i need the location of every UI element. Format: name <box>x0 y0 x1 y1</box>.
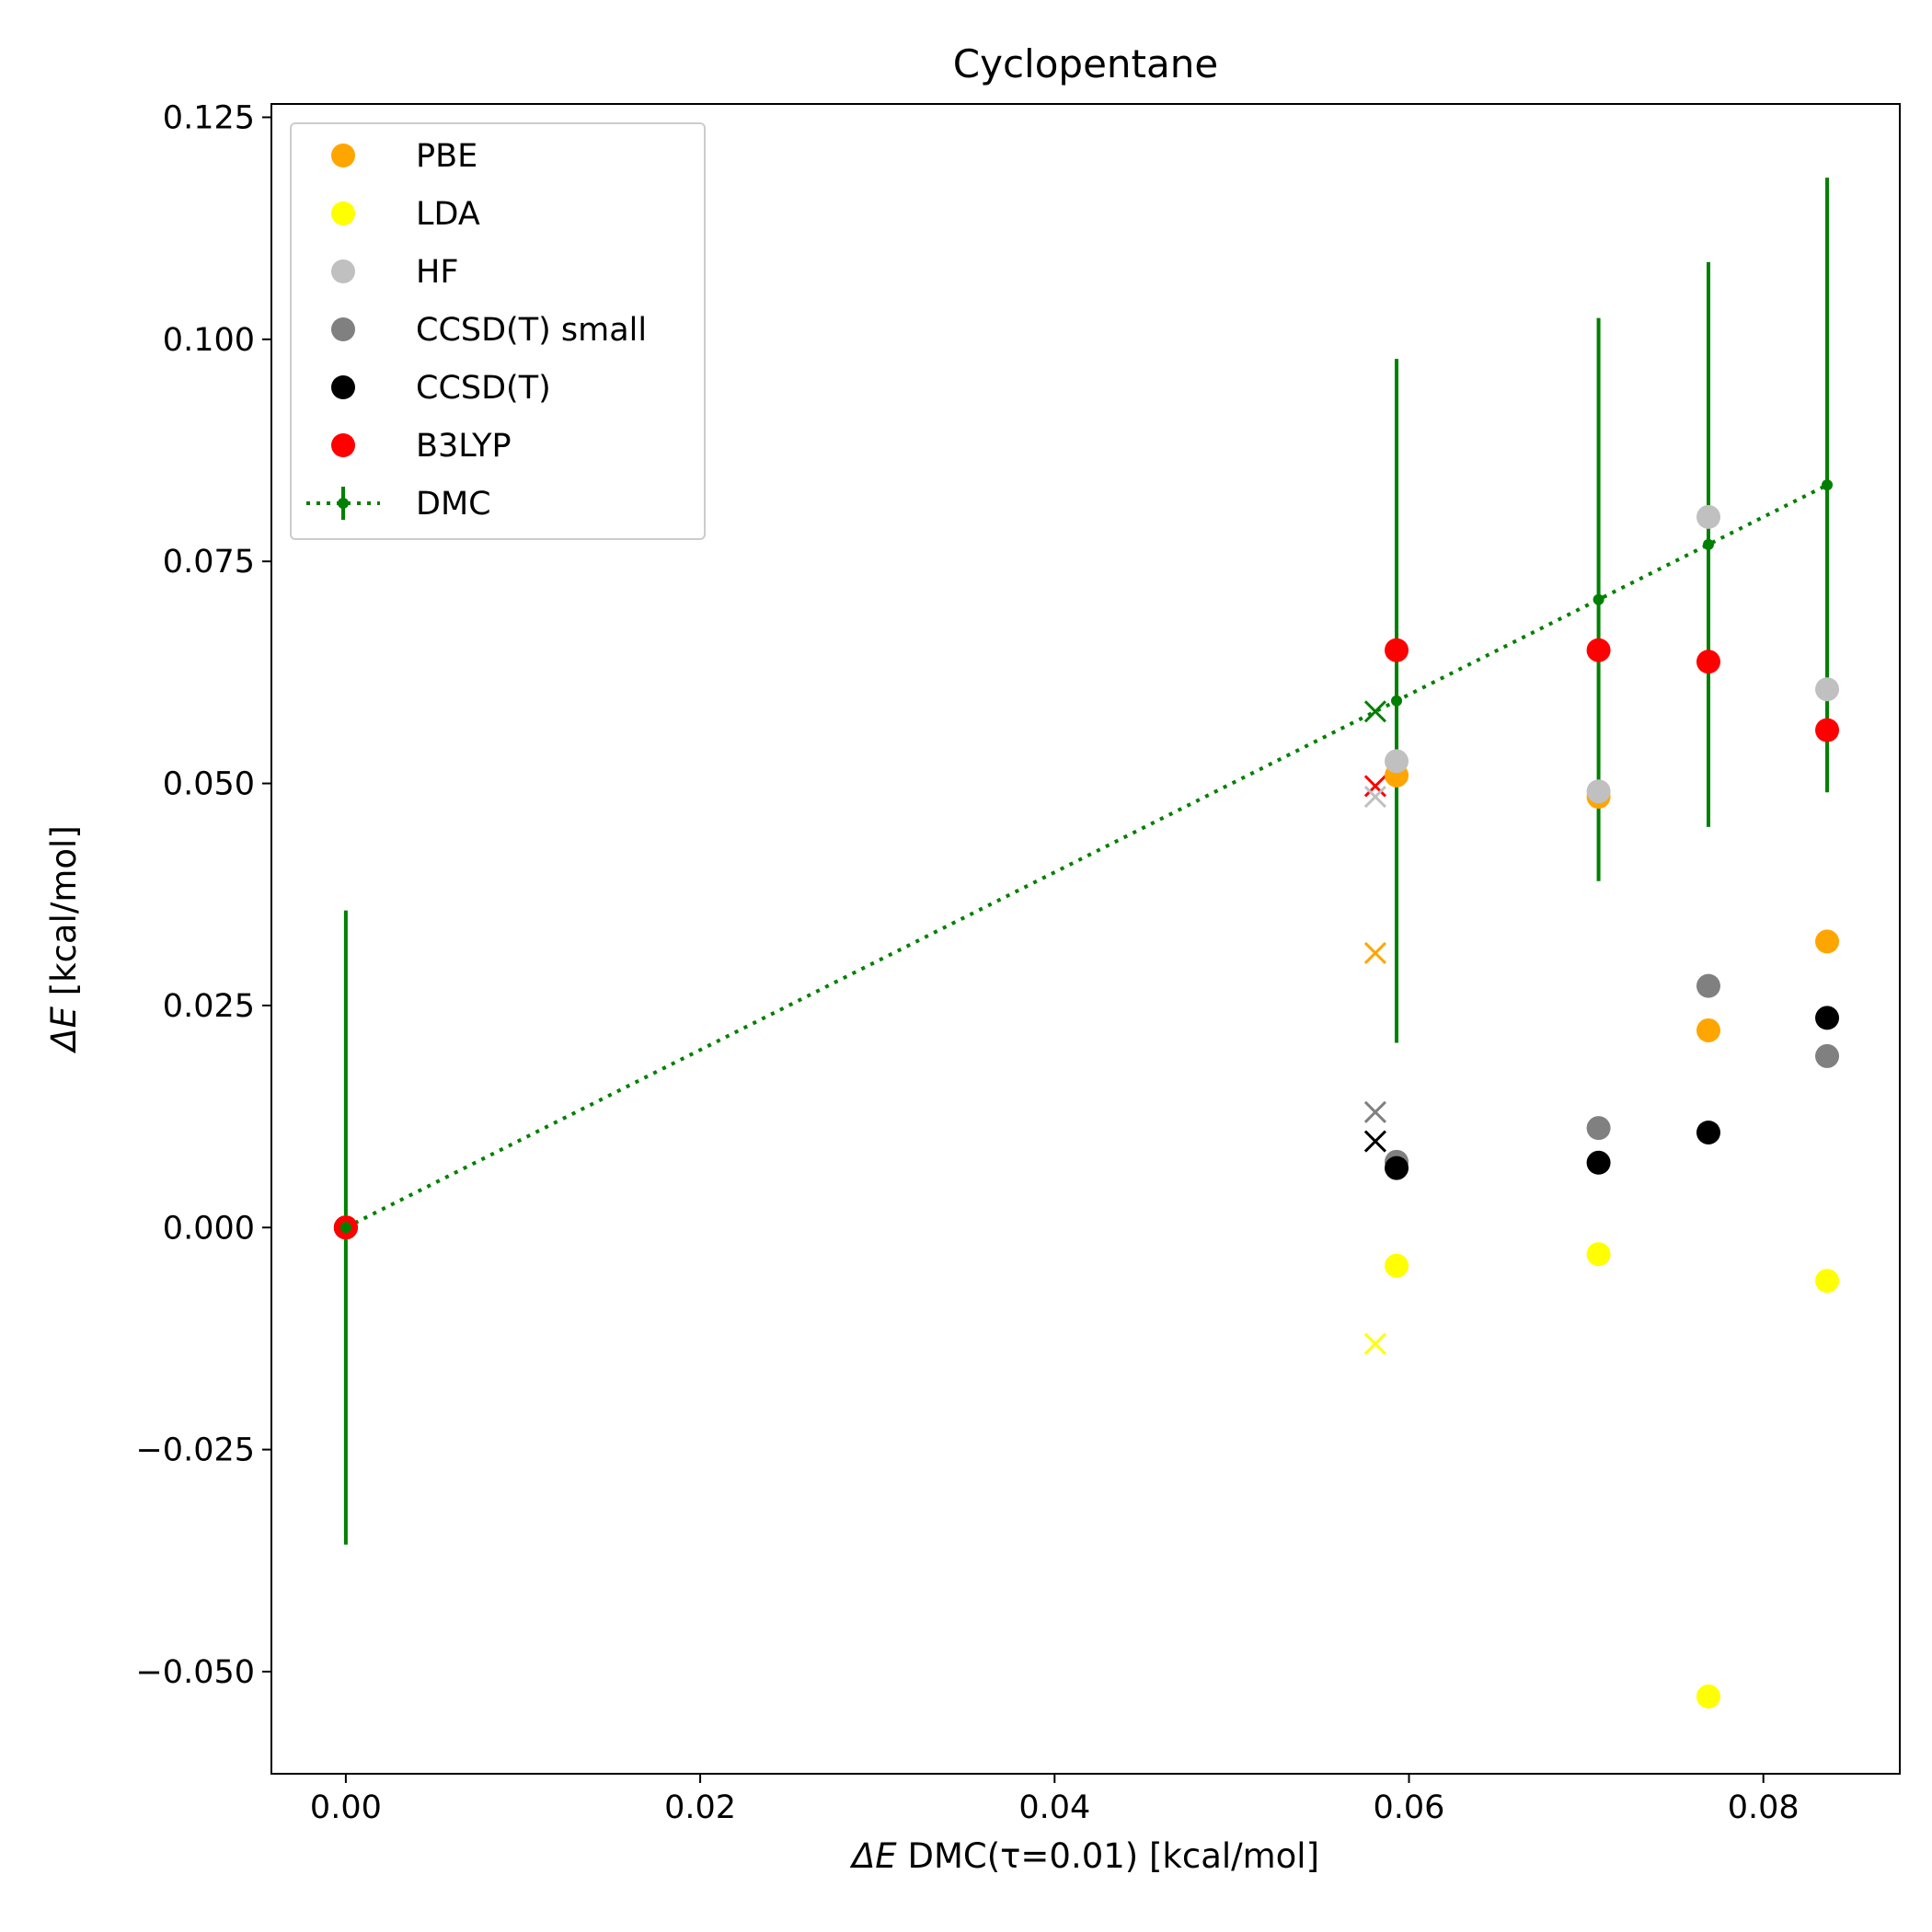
dmc-point <box>1391 695 1403 707</box>
x-marker-stroke <box>1363 775 1386 798</box>
legend-entry: B3LYP <box>331 428 512 465</box>
x-marker <box>1363 700 1386 723</box>
data-point <box>1815 718 1840 742</box>
legend-label: CCSD(T) <box>416 370 551 407</box>
data-point <box>1696 1018 1720 1042</box>
data-point <box>1586 779 1611 804</box>
y-tick-label: 0.025 <box>163 988 255 1025</box>
data-point <box>1696 973 1720 998</box>
legend-entry: CCSD(T) small <box>331 312 647 349</box>
x-marker-stroke <box>1363 1100 1386 1123</box>
data-point <box>1696 1120 1720 1144</box>
legend-entry: CCSD(T) <box>331 370 551 407</box>
legend-label: B3LYP <box>416 428 512 465</box>
legend-marker <box>331 144 355 167</box>
y-tick-label: −0.050 <box>135 1654 255 1691</box>
y-tick-label: 0.050 <box>163 766 255 803</box>
legend-entry: HF <box>331 254 458 291</box>
data-point <box>1696 1685 1720 1709</box>
x-axis-label: ΔE DMC(τ=0.01) [kcal/mol] <box>849 1836 1319 1876</box>
chart-title: Cyclopentane <box>953 41 1218 86</box>
x-marker <box>1363 941 1386 965</box>
y-tick-label: 0.100 <box>163 322 255 359</box>
data-point <box>1815 677 1840 702</box>
plot-frame <box>270 103 1901 1775</box>
data-point <box>1385 1253 1409 1278</box>
dmc-point <box>339 1222 351 1234</box>
x-tick-label: 0.02 <box>664 1789 736 1826</box>
legend-entry: DMC <box>306 486 491 523</box>
legend: PBE LDA HF CCSD(T) small CCSD(T) B3LYP DMC <box>290 122 706 540</box>
legend-marker <box>331 259 355 283</box>
legend-entry: LDA <box>331 196 480 233</box>
data-point <box>1586 1242 1611 1267</box>
x-marker-stroke <box>1363 1130 1386 1153</box>
x-tick-label: 0.08 <box>1728 1789 1800 1826</box>
data-point <box>1815 1043 1840 1068</box>
x-marker <box>1363 1332 1386 1355</box>
y-axis: −0.050 −0.025 0.000 0.025 0.050 0.075 0.100 0.1… <box>135 99 271 1691</box>
legend-marker <box>331 201 355 225</box>
y-tick-label: 0.125 <box>163 99 255 136</box>
data-point <box>1586 1116 1611 1141</box>
data-point <box>1385 1156 1409 1180</box>
y-tick-label: −0.025 <box>135 1432 255 1469</box>
data-point <box>1696 504 1720 529</box>
legend-label: LDA <box>416 196 480 233</box>
x-marker <box>1363 1130 1386 1153</box>
x-marker <box>1363 1100 1386 1123</box>
x-tick-label: 0.00 <box>310 1789 382 1826</box>
legend-label: HF <box>416 254 458 291</box>
legend-label: PBE <box>416 138 477 175</box>
x-axis: 0.00 0.02 0.04 0.06 0.08 <box>310 1774 1800 1826</box>
data-point <box>1815 1006 1840 1030</box>
x-marker-stroke <box>1363 785 1386 809</box>
x-marker-stroke <box>1363 941 1386 965</box>
dmc-point <box>1593 593 1604 605</box>
legend-marker <box>338 498 349 509</box>
data-point <box>1815 1269 1840 1294</box>
legend-label: DMC <box>416 486 491 523</box>
legend-box <box>290 122 706 540</box>
legend-marker <box>331 433 355 457</box>
data-point <box>1815 929 1840 954</box>
data-point <box>1696 650 1720 674</box>
data-layer <box>333 178 1840 1709</box>
dmc-point <box>1822 479 1834 491</box>
legend-marker <box>331 317 355 341</box>
y-tick-label: 0.000 <box>163 1210 255 1247</box>
y-tick-label: 0.075 <box>163 544 255 581</box>
legend-entry: PBE <box>331 138 477 175</box>
y-axis-label: ΔE [kcal/mol] <box>44 825 84 1053</box>
dmc-point <box>1702 538 1714 550</box>
data-point <box>1385 749 1409 774</box>
data-point <box>1586 638 1611 662</box>
x-tick-label: 0.04 <box>1018 1789 1090 1826</box>
legend-label: CCSD(T) small <box>416 312 647 349</box>
x-marker-stroke <box>1363 1332 1386 1355</box>
x-marker <box>1363 785 1386 809</box>
x-marker-stroke <box>1363 700 1386 723</box>
x-tick-label: 0.06 <box>1374 1789 1445 1826</box>
x-marker <box>1363 775 1386 798</box>
data-point <box>1385 638 1409 662</box>
data-point <box>1586 1150 1611 1175</box>
legend-marker <box>331 375 355 399</box>
